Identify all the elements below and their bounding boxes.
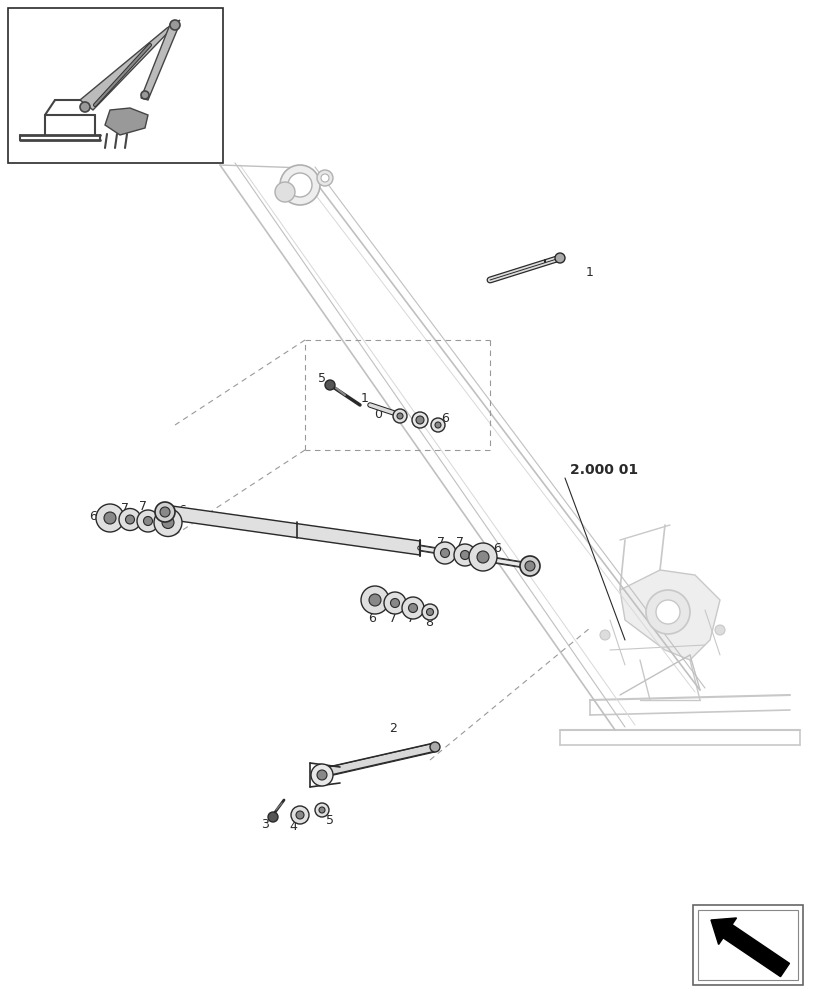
- Text: 7: 7: [407, 611, 415, 624]
- Text: 5: 5: [326, 814, 334, 826]
- Text: 3: 3: [261, 818, 269, 832]
- Polygon shape: [711, 918, 737, 944]
- Text: 6: 6: [441, 412, 449, 424]
- Text: 1: 1: [361, 391, 369, 404]
- Text: 0: 0: [374, 408, 382, 422]
- Circle shape: [162, 516, 174, 528]
- Circle shape: [315, 803, 329, 817]
- Circle shape: [430, 742, 440, 752]
- Text: 7: 7: [139, 499, 147, 512]
- Bar: [693, 905, 803, 985]
- Text: 6: 6: [178, 504, 186, 516]
- Circle shape: [441, 548, 450, 558]
- Circle shape: [656, 600, 680, 624]
- Circle shape: [170, 20, 180, 30]
- Circle shape: [412, 412, 428, 428]
- Text: 6: 6: [368, 611, 376, 624]
- Circle shape: [119, 508, 141, 530]
- Circle shape: [416, 416, 424, 424]
- Circle shape: [155, 502, 175, 522]
- Circle shape: [600, 630, 610, 640]
- Circle shape: [96, 504, 124, 532]
- Polygon shape: [165, 505, 420, 555]
- Circle shape: [409, 603, 418, 612]
- Text: 7: 7: [456, 536, 464, 550]
- Circle shape: [434, 542, 456, 564]
- Circle shape: [311, 764, 333, 786]
- Circle shape: [384, 592, 406, 614]
- Circle shape: [646, 590, 690, 634]
- Bar: [698, 910, 798, 980]
- Circle shape: [317, 770, 327, 780]
- Circle shape: [126, 515, 135, 524]
- Circle shape: [80, 102, 90, 112]
- Circle shape: [477, 551, 489, 563]
- Circle shape: [137, 510, 159, 532]
- Circle shape: [319, 807, 325, 813]
- Circle shape: [391, 598, 400, 607]
- Text: 7: 7: [121, 502, 129, 514]
- Circle shape: [469, 543, 497, 571]
- Text: 7: 7: [389, 611, 397, 624]
- Circle shape: [280, 165, 320, 205]
- Circle shape: [321, 174, 329, 182]
- Circle shape: [435, 422, 441, 428]
- Text: 2.000 01: 2.000 01: [570, 463, 638, 477]
- Circle shape: [317, 170, 333, 186]
- Circle shape: [268, 812, 278, 822]
- Text: 6: 6: [493, 542, 501, 554]
- Circle shape: [361, 586, 389, 614]
- Polygon shape: [105, 108, 148, 135]
- Circle shape: [402, 597, 424, 619]
- Circle shape: [291, 806, 309, 824]
- Circle shape: [715, 625, 725, 635]
- Circle shape: [141, 91, 149, 99]
- Circle shape: [555, 253, 565, 263]
- Circle shape: [325, 380, 335, 390]
- Polygon shape: [620, 570, 720, 660]
- Text: 5: 5: [318, 371, 326, 384]
- Circle shape: [369, 594, 381, 606]
- Polygon shape: [723, 925, 789, 977]
- Circle shape: [397, 413, 403, 419]
- Circle shape: [154, 508, 182, 536]
- Text: 6: 6: [89, 510, 97, 524]
- Circle shape: [427, 608, 433, 615]
- Circle shape: [288, 173, 312, 197]
- Text: 7: 7: [437, 536, 445, 550]
- Circle shape: [460, 550, 469, 560]
- Text: 1: 1: [586, 265, 594, 278]
- Polygon shape: [141, 22, 178, 100]
- Circle shape: [296, 811, 304, 819]
- Circle shape: [144, 516, 153, 526]
- Circle shape: [422, 604, 438, 620]
- Bar: [8, 8, 223, 163]
- Circle shape: [520, 556, 540, 576]
- Circle shape: [275, 182, 295, 202]
- Text: 2: 2: [389, 722, 397, 734]
- Circle shape: [525, 561, 535, 571]
- Polygon shape: [80, 20, 180, 110]
- Circle shape: [454, 544, 476, 566]
- Circle shape: [104, 512, 116, 524]
- Circle shape: [160, 507, 170, 517]
- Text: 4: 4: [289, 820, 297, 834]
- Text: 8: 8: [425, 615, 433, 629]
- Circle shape: [393, 409, 407, 423]
- Circle shape: [431, 418, 445, 432]
